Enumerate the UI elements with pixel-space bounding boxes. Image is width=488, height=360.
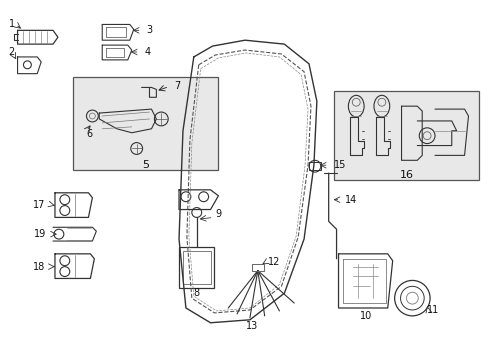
Text: 12: 12	[267, 257, 280, 267]
Text: 16: 16	[399, 170, 413, 180]
Text: 10: 10	[359, 311, 371, 321]
Text: 8: 8	[193, 288, 200, 298]
Bar	[183, 251, 210, 284]
Text: 1: 1	[9, 19, 15, 30]
Bar	[73, 77, 218, 170]
Text: 3: 3	[146, 25, 152, 35]
Text: 14: 14	[345, 195, 357, 205]
Text: 15: 15	[333, 160, 346, 170]
Text: 17: 17	[33, 199, 45, 210]
Text: 2: 2	[8, 47, 15, 57]
Text: 5: 5	[142, 160, 149, 170]
Text: 13: 13	[245, 321, 258, 331]
Text: 19: 19	[34, 229, 46, 239]
Text: 18: 18	[33, 262, 45, 272]
Text: 9: 9	[215, 210, 221, 220]
Text: 4: 4	[144, 47, 150, 57]
Text: 11: 11	[426, 305, 439, 315]
Circle shape	[394, 280, 429, 316]
Text: 6: 6	[86, 129, 92, 139]
Bar	[333, 91, 478, 180]
Text: 7: 7	[174, 81, 180, 91]
Bar	[179, 247, 214, 288]
